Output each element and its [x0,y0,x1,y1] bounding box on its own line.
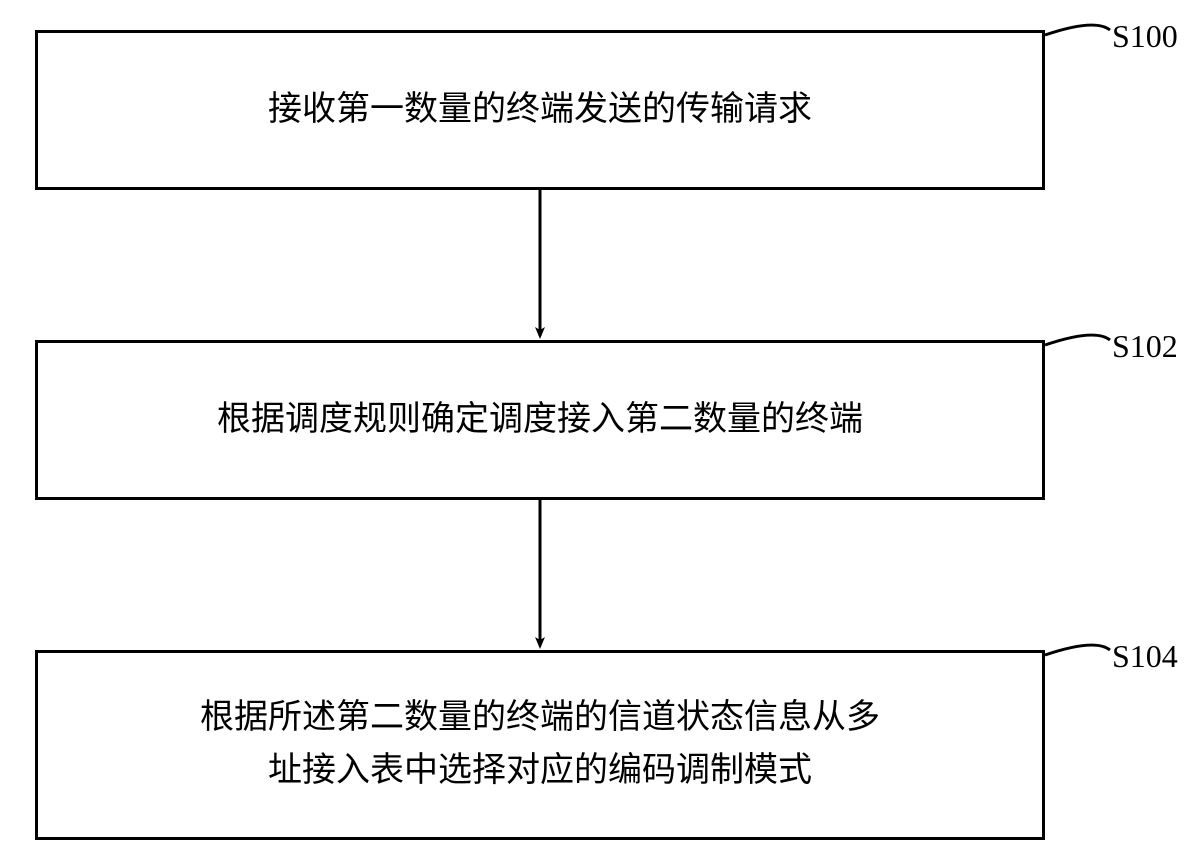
step-label-s102: S102 [1112,328,1178,365]
node-text-s102: 根据调度规则确定调度接入第二数量的终端 [217,394,863,447]
step-label-s104: S104 [1112,638,1178,675]
node-text-s104: 根据所述第二数量的终端的信道状态信息从多 址接入表中选择对应的编码调制模式 [200,692,880,797]
flowchart-node-s102: 根据调度规则确定调度接入第二数量的终端 [35,340,1045,500]
flowchart-canvas: 接收第一数量的终端发送的传输请求 S100 根据调度规则确定调度接入第二数量的终… [0,0,1197,863]
step-label-s100: S100 [1112,18,1178,55]
flowchart-node-s100: 接收第一数量的终端发送的传输请求 [35,30,1045,190]
node-text-s100: 接收第一数量的终端发送的传输请求 [268,84,812,137]
callout-s100 [1045,25,1110,35]
callout-s104 [1045,645,1110,655]
callout-s102 [1045,335,1110,345]
flowchart-node-s104: 根据所述第二数量的终端的信道状态信息从多 址接入表中选择对应的编码调制模式 [35,650,1045,840]
